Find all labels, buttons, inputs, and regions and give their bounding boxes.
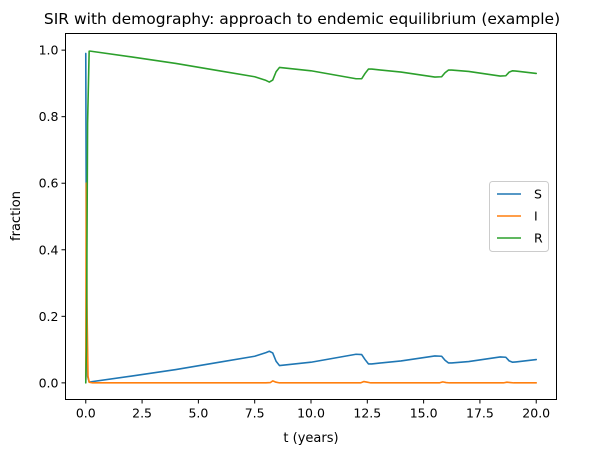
x-tick-label: 12.5: [353, 406, 381, 421]
x-tick-label: 7.5: [245, 406, 265, 421]
y-tick-label: 0.8: [39, 109, 59, 124]
legend: SIR: [489, 181, 549, 252]
x-tick-label: 2.5: [132, 406, 152, 421]
x-tick-label: 20.0: [522, 406, 550, 421]
x-tick-label: 17.5: [466, 406, 494, 421]
series-line-r: [84, 50, 538, 384]
y-axis-label: fraction: [9, 191, 24, 241]
y-axis: 0.0 0.2 0.4 0.6 0.8 1.0: [39, 43, 66, 390]
series-layer: [84, 50, 538, 384]
y-tick-label: 0.0: [39, 375, 59, 390]
legend-label-i: I: [534, 209, 538, 224]
legend-label-r: R: [534, 231, 543, 246]
legend-label-s: S: [534, 187, 542, 202]
series-line-i: [84, 182, 538, 384]
series-line-s: [84, 52, 538, 383]
x-axis: 0.0 2.5 5.0 7.5 10.0 12.5 15.0 17.5 20.0: [76, 399, 550, 421]
x-axis-label: t (years): [283, 431, 338, 446]
x-tick-label: 0.0: [76, 406, 96, 421]
x-tick-label: 10.0: [297, 406, 325, 421]
y-tick-label: 0.2: [39, 309, 59, 324]
y-tick-label: 1.0: [39, 43, 59, 58]
y-tick-label: 0.4: [39, 242, 59, 257]
x-tick-label: 5.0: [188, 406, 208, 421]
chart-title: SIR with demography: approach to endemic…: [44, 10, 560, 28]
x-tick-label: 15.0: [410, 406, 438, 421]
plot-area: [65, 33, 557, 400]
y-tick-label: 0.6: [39, 176, 59, 191]
